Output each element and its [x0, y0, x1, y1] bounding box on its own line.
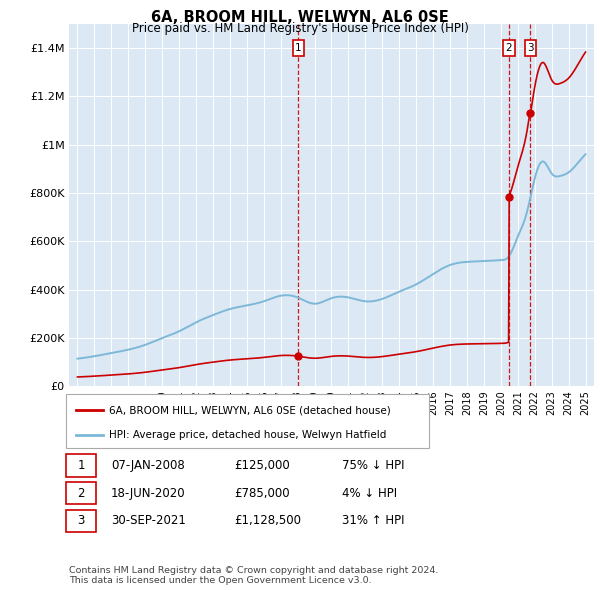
Text: 4% ↓ HPI: 4% ↓ HPI: [342, 487, 397, 500]
Text: 1: 1: [295, 43, 302, 53]
Text: 3: 3: [77, 514, 85, 527]
Text: 2: 2: [77, 487, 85, 500]
Text: £125,000: £125,000: [234, 459, 290, 472]
Text: £1,128,500: £1,128,500: [234, 514, 301, 527]
Text: Contains HM Land Registry data © Crown copyright and database right 2024.
This d: Contains HM Land Registry data © Crown c…: [69, 566, 439, 585]
Text: 1: 1: [77, 459, 85, 472]
Text: 31% ↑ HPI: 31% ↑ HPI: [342, 514, 404, 527]
Text: 07-JAN-2008: 07-JAN-2008: [111, 459, 185, 472]
Text: 30-SEP-2021: 30-SEP-2021: [111, 514, 186, 527]
Text: 6A, BROOM HILL, WELWYN, AL6 0SE: 6A, BROOM HILL, WELWYN, AL6 0SE: [151, 10, 449, 25]
Text: £785,000: £785,000: [234, 487, 290, 500]
Text: 2: 2: [505, 43, 512, 53]
Text: Price paid vs. HM Land Registry's House Price Index (HPI): Price paid vs. HM Land Registry's House …: [131, 22, 469, 35]
Text: 6A, BROOM HILL, WELWYN, AL6 0SE (detached house): 6A, BROOM HILL, WELWYN, AL6 0SE (detache…: [109, 405, 391, 415]
Text: 3: 3: [527, 43, 534, 53]
Text: 75% ↓ HPI: 75% ↓ HPI: [342, 459, 404, 472]
Text: HPI: Average price, detached house, Welwyn Hatfield: HPI: Average price, detached house, Welw…: [109, 430, 386, 440]
Text: 18-JUN-2020: 18-JUN-2020: [111, 487, 185, 500]
